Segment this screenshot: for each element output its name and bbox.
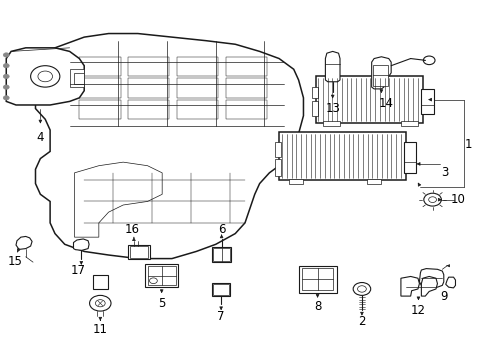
Bar [93, 275, 108, 289]
Bar [128, 100, 170, 119]
Bar [177, 57, 218, 76]
Text: 13: 13 [325, 102, 340, 115]
Bar [367, 179, 381, 184]
Bar [128, 78, 170, 98]
Text: 15: 15 [7, 255, 23, 268]
Circle shape [3, 85, 9, 89]
Polygon shape [421, 276, 438, 296]
Circle shape [429, 197, 437, 203]
Bar [401, 121, 418, 126]
Bar [323, 121, 340, 126]
Bar [129, 247, 148, 257]
Circle shape [358, 286, 367, 292]
Text: 2: 2 [358, 315, 366, 328]
Polygon shape [35, 33, 303, 258]
Bar [279, 132, 406, 180]
Bar [275, 158, 281, 176]
Text: 17: 17 [71, 264, 86, 276]
Circle shape [96, 300, 105, 307]
Text: 4: 4 [37, 131, 44, 144]
Bar [145, 264, 178, 287]
Bar [70, 69, 84, 87]
Text: 7: 7 [218, 310, 225, 323]
Bar [225, 78, 267, 98]
Bar [213, 248, 230, 261]
Bar [79, 100, 121, 119]
Bar [289, 179, 303, 184]
Bar [404, 143, 416, 173]
Circle shape [3, 64, 9, 68]
Bar [74, 73, 84, 84]
Bar [316, 76, 423, 123]
Bar [79, 57, 121, 76]
Bar [128, 245, 150, 258]
Circle shape [90, 296, 111, 311]
Polygon shape [419, 269, 444, 287]
Text: 3: 3 [441, 166, 448, 179]
Bar [225, 100, 267, 119]
Circle shape [3, 96, 9, 100]
Text: 8: 8 [314, 300, 321, 313]
Polygon shape [325, 51, 340, 82]
Bar [312, 87, 318, 98]
Bar [421, 89, 434, 114]
Bar [79, 78, 121, 98]
Text: 16: 16 [124, 223, 140, 236]
Bar [213, 284, 229, 295]
Polygon shape [372, 57, 391, 89]
Bar [298, 266, 337, 293]
Polygon shape [6, 48, 84, 105]
Bar [373, 64, 388, 86]
Circle shape [3, 74, 9, 78]
Bar [147, 266, 176, 285]
Circle shape [149, 278, 157, 284]
Text: 12: 12 [411, 304, 426, 317]
Circle shape [30, 66, 60, 87]
Polygon shape [16, 237, 32, 249]
Bar [301, 268, 333, 291]
Bar [312, 102, 318, 116]
Bar [177, 78, 218, 98]
Polygon shape [446, 277, 456, 288]
Text: 11: 11 [93, 323, 108, 336]
Circle shape [38, 71, 52, 82]
Circle shape [423, 56, 435, 64]
Text: 1: 1 [465, 138, 472, 151]
Polygon shape [401, 276, 419, 296]
Bar [275, 143, 281, 157]
Bar [212, 247, 231, 262]
Polygon shape [74, 162, 162, 237]
Text: 6: 6 [218, 223, 225, 236]
Text: 5: 5 [158, 297, 165, 310]
Bar [212, 283, 230, 296]
Circle shape [424, 193, 441, 206]
Text: 10: 10 [451, 193, 466, 206]
Circle shape [353, 283, 371, 296]
Bar [128, 57, 170, 76]
Bar [177, 100, 218, 119]
Bar [225, 57, 267, 76]
Circle shape [3, 53, 9, 57]
Text: 9: 9 [440, 289, 447, 303]
Polygon shape [74, 239, 89, 250]
Text: 14: 14 [379, 97, 394, 110]
